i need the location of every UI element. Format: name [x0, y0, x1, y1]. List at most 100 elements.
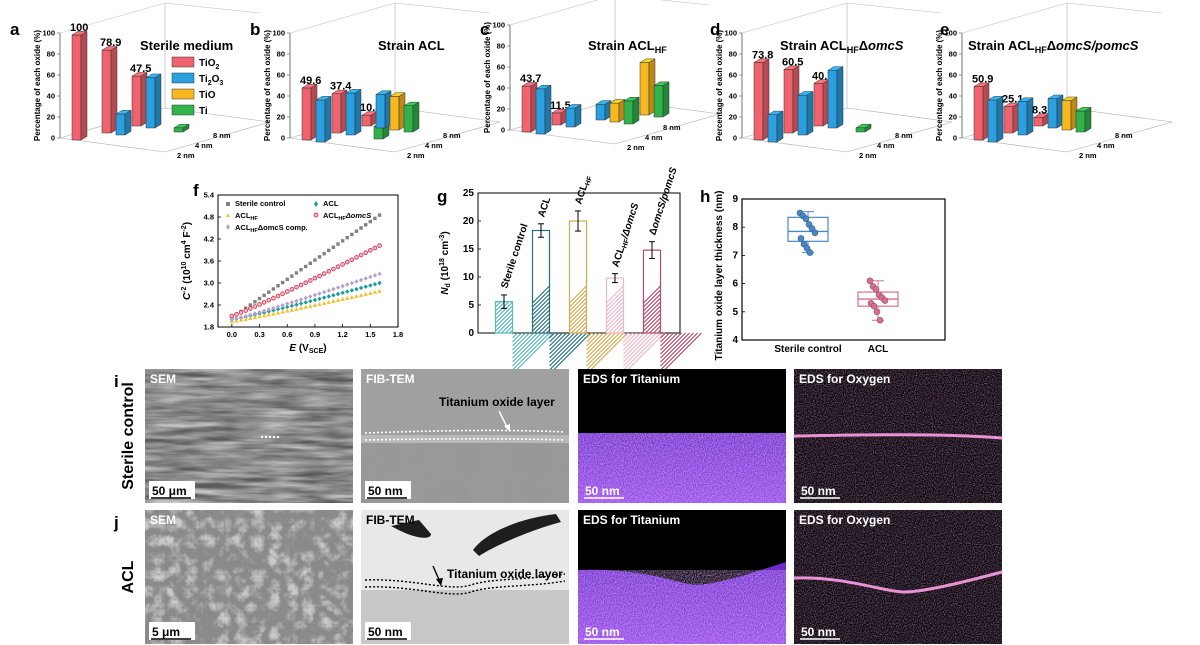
- data-point: [345, 235, 349, 240]
- data-point: [289, 303, 295, 309]
- data-point: [248, 303, 253, 307]
- hatch: [606, 301, 624, 320]
- bar-front: [145, 77, 156, 129]
- sub: d: [445, 283, 452, 287]
- bar-value-label: 100: [70, 22, 88, 34]
- y-tick-label: 4: [732, 335, 738, 346]
- hatch: [657, 329, 661, 334]
- bar: [101, 46, 118, 134]
- bar-side: [80, 30, 88, 141]
- data-point: [308, 298, 313, 304]
- data-point: [253, 300, 257, 304]
- hatch: [606, 309, 624, 328]
- y-tick-label: 20: [729, 113, 737, 122]
- data-point: [257, 309, 262, 315]
- legend-label: ACLHFΔomcS comp.: [235, 223, 308, 234]
- bar-value-label: 78.9: [100, 37, 121, 49]
- hatch: [549, 332, 591, 375]
- tspan: cm: [440, 241, 451, 258]
- bar: [595, 100, 612, 121]
- legend-label: TiO: [199, 90, 216, 101]
- y-tick-label: 15: [463, 244, 475, 255]
- title-sub: HF: [847, 45, 859, 55]
- tile-label: EDS for Titanium: [583, 372, 680, 386]
- y-axis-label: Percentage of each oxide (%): [483, 22, 492, 133]
- data-point: [266, 307, 271, 312]
- depth-label: 8 nm: [1115, 131, 1133, 140]
- hatch: [606, 289, 624, 308]
- x-axis-label: E (VSCE): [289, 343, 326, 355]
- data-point: [280, 280, 285, 285]
- data-point: [252, 315, 258, 320]
- hatch: [586, 332, 596, 343]
- bar-front: [565, 107, 576, 128]
- bar-front: [131, 75, 142, 127]
- y-tick-label: 40: [47, 92, 55, 101]
- data-point: [303, 304, 308, 309]
- bar: [609, 99, 626, 123]
- bar: [315, 95, 332, 143]
- legend-marker: [226, 224, 230, 230]
- y-tick-label: 40: [729, 92, 737, 101]
- legend: Sterile control ACL ACLHF ACLHFΔomcS ACLHFΔo…: [226, 199, 371, 234]
- sup: -2: [181, 225, 188, 231]
- y-tick-label: 40: [277, 92, 285, 101]
- bar-3: [605, 273, 665, 375]
- hatch: [643, 297, 661, 316]
- data-point: [229, 317, 235, 322]
- panel-g-donor-density: g 0 5 10 15 20 25 Nd (1018 cm-3) Sterile control…: [437, 166, 702, 375]
- hatch: [586, 332, 604, 351]
- data-point: [261, 308, 267, 313]
- data-point: [229, 313, 235, 319]
- category-label: ACLHF/ΔomcS: [610, 201, 642, 268]
- scale-bar-box: [365, 622, 411, 640]
- bar-front: [973, 86, 984, 141]
- data-point: [349, 288, 355, 293]
- data-point: [275, 304, 281, 309]
- data-point: [266, 297, 272, 303]
- data-point: [243, 313, 248, 319]
- row-label: Sterile control: [120, 382, 137, 490]
- hatch: [532, 293, 550, 312]
- hatch: [549, 332, 555, 339]
- data-point: [261, 313, 267, 318]
- bar-side: [632, 96, 640, 125]
- eds-noise: [578, 433, 786, 503]
- hatch: [586, 332, 612, 359]
- hatch: [509, 329, 513, 334]
- panel-letter-h: h: [700, 187, 710, 206]
- legend-swatch: [171, 56, 195, 68]
- top-edge-2: [394, 2, 490, 14]
- tspan: E: [289, 343, 296, 354]
- bar-front: [855, 127, 866, 133]
- series-4: [229, 271, 382, 322]
- legend-swatch: [171, 104, 195, 116]
- data-point: [294, 306, 299, 311]
- bar-top: [345, 89, 362, 94]
- legend-label: Ti2O3: [199, 74, 223, 87]
- bar-top: [653, 81, 670, 86]
- data-point: [317, 291, 322, 296]
- data-point: [331, 286, 336, 292]
- bar: [973, 82, 990, 141]
- bar-side: [154, 73, 162, 129]
- data-point: [354, 293, 359, 298]
- data-point: [326, 299, 331, 304]
- hatch: [534, 317, 550, 334]
- bar: [1061, 96, 1078, 131]
- top-edge: [289, 2, 396, 34]
- hatch: [608, 317, 624, 334]
- bar-front: [595, 104, 606, 121]
- y-axis-label: Percentage of each oxide (%): [263, 30, 272, 141]
- tspan: C: [182, 292, 193, 300]
- bar: [403, 101, 420, 133]
- hatch: [569, 289, 587, 308]
- eds-oxygen-layer: [793, 433, 1003, 440]
- micrograph-tile: SEM 5 μm: [145, 510, 353, 644]
- bar-side: [574, 104, 582, 128]
- hatch: [623, 332, 641, 351]
- data-point: [271, 311, 276, 316]
- hatch: [571, 317, 587, 334]
- bar-value-label: 37.4: [330, 81, 352, 93]
- depth-label: 2 nm: [859, 151, 877, 160]
